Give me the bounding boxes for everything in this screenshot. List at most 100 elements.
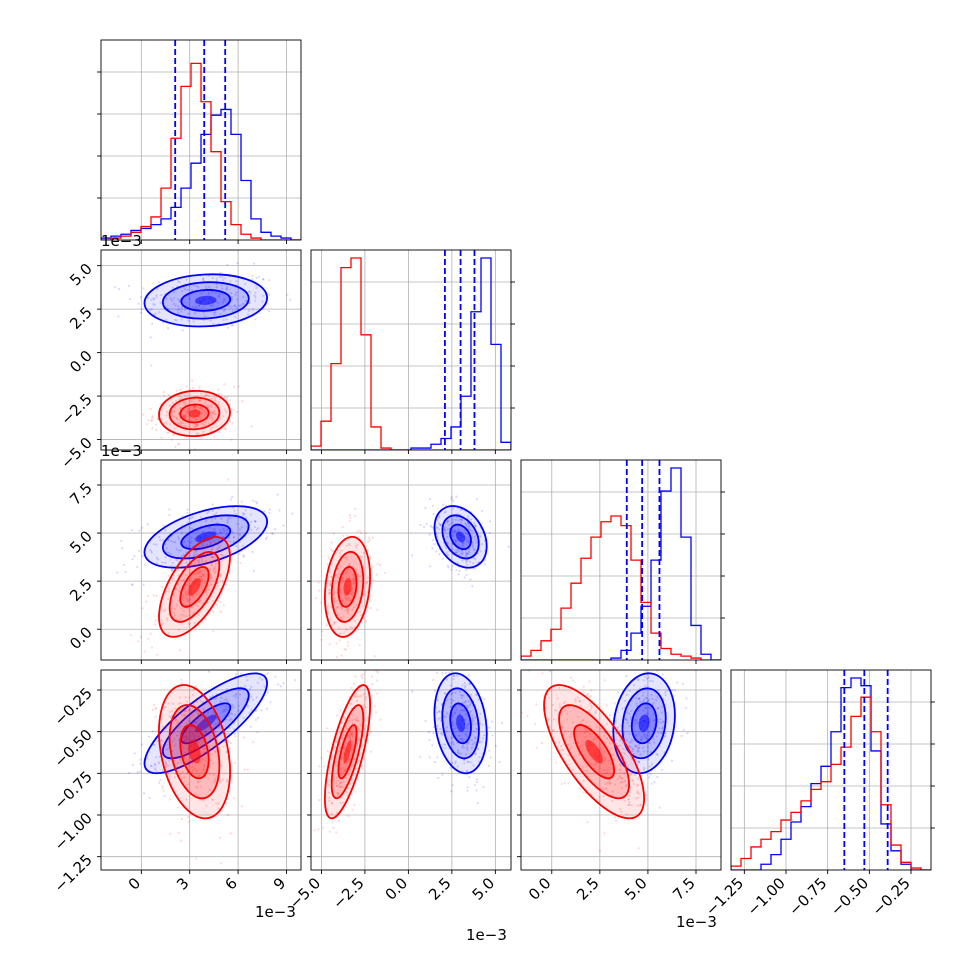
red-sample <box>209 576 212 579</box>
red-sample <box>218 398 222 401</box>
red-sample <box>169 558 172 561</box>
red-sample <box>180 761 183 764</box>
red-sample <box>359 575 362 578</box>
red-sample <box>343 648 346 651</box>
blue-sample <box>218 295 221 298</box>
blue-sample <box>248 711 251 715</box>
blue-sample <box>452 699 455 702</box>
red-sample <box>318 799 321 802</box>
blue-sample <box>445 547 448 550</box>
blue-sample <box>451 723 454 726</box>
blue-sample <box>231 324 234 327</box>
red-sample <box>340 607 343 610</box>
red-sample <box>168 798 172 801</box>
blue-sample <box>465 537 468 540</box>
red-sample <box>208 422 211 425</box>
red-sample <box>333 591 337 594</box>
blue-sample <box>459 752 463 755</box>
blue-sample <box>264 537 267 541</box>
blue-sample <box>471 720 474 723</box>
red-sample <box>339 632 342 635</box>
blue-sample <box>157 281 160 284</box>
red-sample <box>165 763 168 766</box>
blue-sample <box>454 705 457 709</box>
blue-sample <box>428 565 432 568</box>
blue-sample <box>437 718 440 721</box>
red-sample <box>214 413 217 416</box>
red-sample <box>206 777 209 780</box>
blue-sample <box>479 550 482 553</box>
blue-sample <box>463 576 466 579</box>
red-sample <box>347 564 350 567</box>
blue-density-contour <box>456 714 466 733</box>
red-sample <box>339 588 342 591</box>
red-sample <box>184 413 187 416</box>
blue-sample <box>266 536 269 539</box>
blue-sample <box>219 313 222 316</box>
red-sample <box>352 573 355 577</box>
red-sample <box>376 692 379 695</box>
blue-sample <box>432 678 435 682</box>
red-sample <box>327 783 330 787</box>
blue-sample <box>661 673 664 676</box>
red-sample <box>351 583 355 586</box>
blue-sample <box>117 287 120 291</box>
blue-sample <box>212 710 215 714</box>
blue-sample <box>256 502 259 505</box>
blue-sample <box>164 543 167 546</box>
red-sample <box>351 593 354 596</box>
blue-sample <box>475 728 478 731</box>
blue-sample <box>128 771 131 775</box>
red-sample <box>203 550 206 553</box>
red-sample <box>220 553 223 556</box>
red-sample <box>166 619 169 622</box>
blue-sample <box>452 518 455 521</box>
red-sample <box>184 615 187 618</box>
red-sample <box>378 563 382 567</box>
blue-sample <box>436 526 439 529</box>
red-sample <box>238 540 242 544</box>
blue-sample <box>483 734 486 737</box>
red-sample <box>193 405 196 408</box>
blue-sample <box>228 719 231 722</box>
red-sample <box>362 673 365 676</box>
blue-sample <box>226 521 229 524</box>
red-sample <box>154 423 158 426</box>
red-sample <box>338 627 341 630</box>
red-sample <box>361 605 364 608</box>
blue-sample <box>148 796 151 800</box>
blue-sample <box>149 336 152 339</box>
red-sample <box>366 590 369 594</box>
blue-sample <box>136 771 139 774</box>
red-sample <box>191 761 195 765</box>
blue-sample <box>183 288 187 291</box>
blue-sample <box>434 689 437 692</box>
red-sample <box>173 409 176 413</box>
blue-sample <box>462 746 465 749</box>
red-sample <box>139 636 142 639</box>
blue-sample <box>465 559 468 562</box>
red-sample <box>223 383 226 386</box>
blue-sample <box>200 516 203 519</box>
red-sample <box>189 578 192 581</box>
red-sample <box>535 703 538 706</box>
red-sample <box>357 575 360 578</box>
red-sample <box>206 405 209 408</box>
red-sample <box>330 757 333 760</box>
red-sample <box>206 404 209 407</box>
blue-sample <box>276 493 279 496</box>
blue-sample <box>467 539 470 543</box>
panel-frame <box>310 459 512 661</box>
blue-sample <box>211 694 214 697</box>
blue-sample <box>471 542 474 545</box>
blue-sample <box>472 730 475 733</box>
red-sample <box>182 746 185 750</box>
red-sample <box>204 759 207 762</box>
red-sample <box>182 736 185 739</box>
blue-sample <box>213 313 216 316</box>
red-sample <box>204 729 207 732</box>
blue-sample <box>235 696 238 699</box>
red-sample <box>168 702 171 705</box>
blue-sample <box>239 672 243 675</box>
red-sample <box>213 410 216 413</box>
